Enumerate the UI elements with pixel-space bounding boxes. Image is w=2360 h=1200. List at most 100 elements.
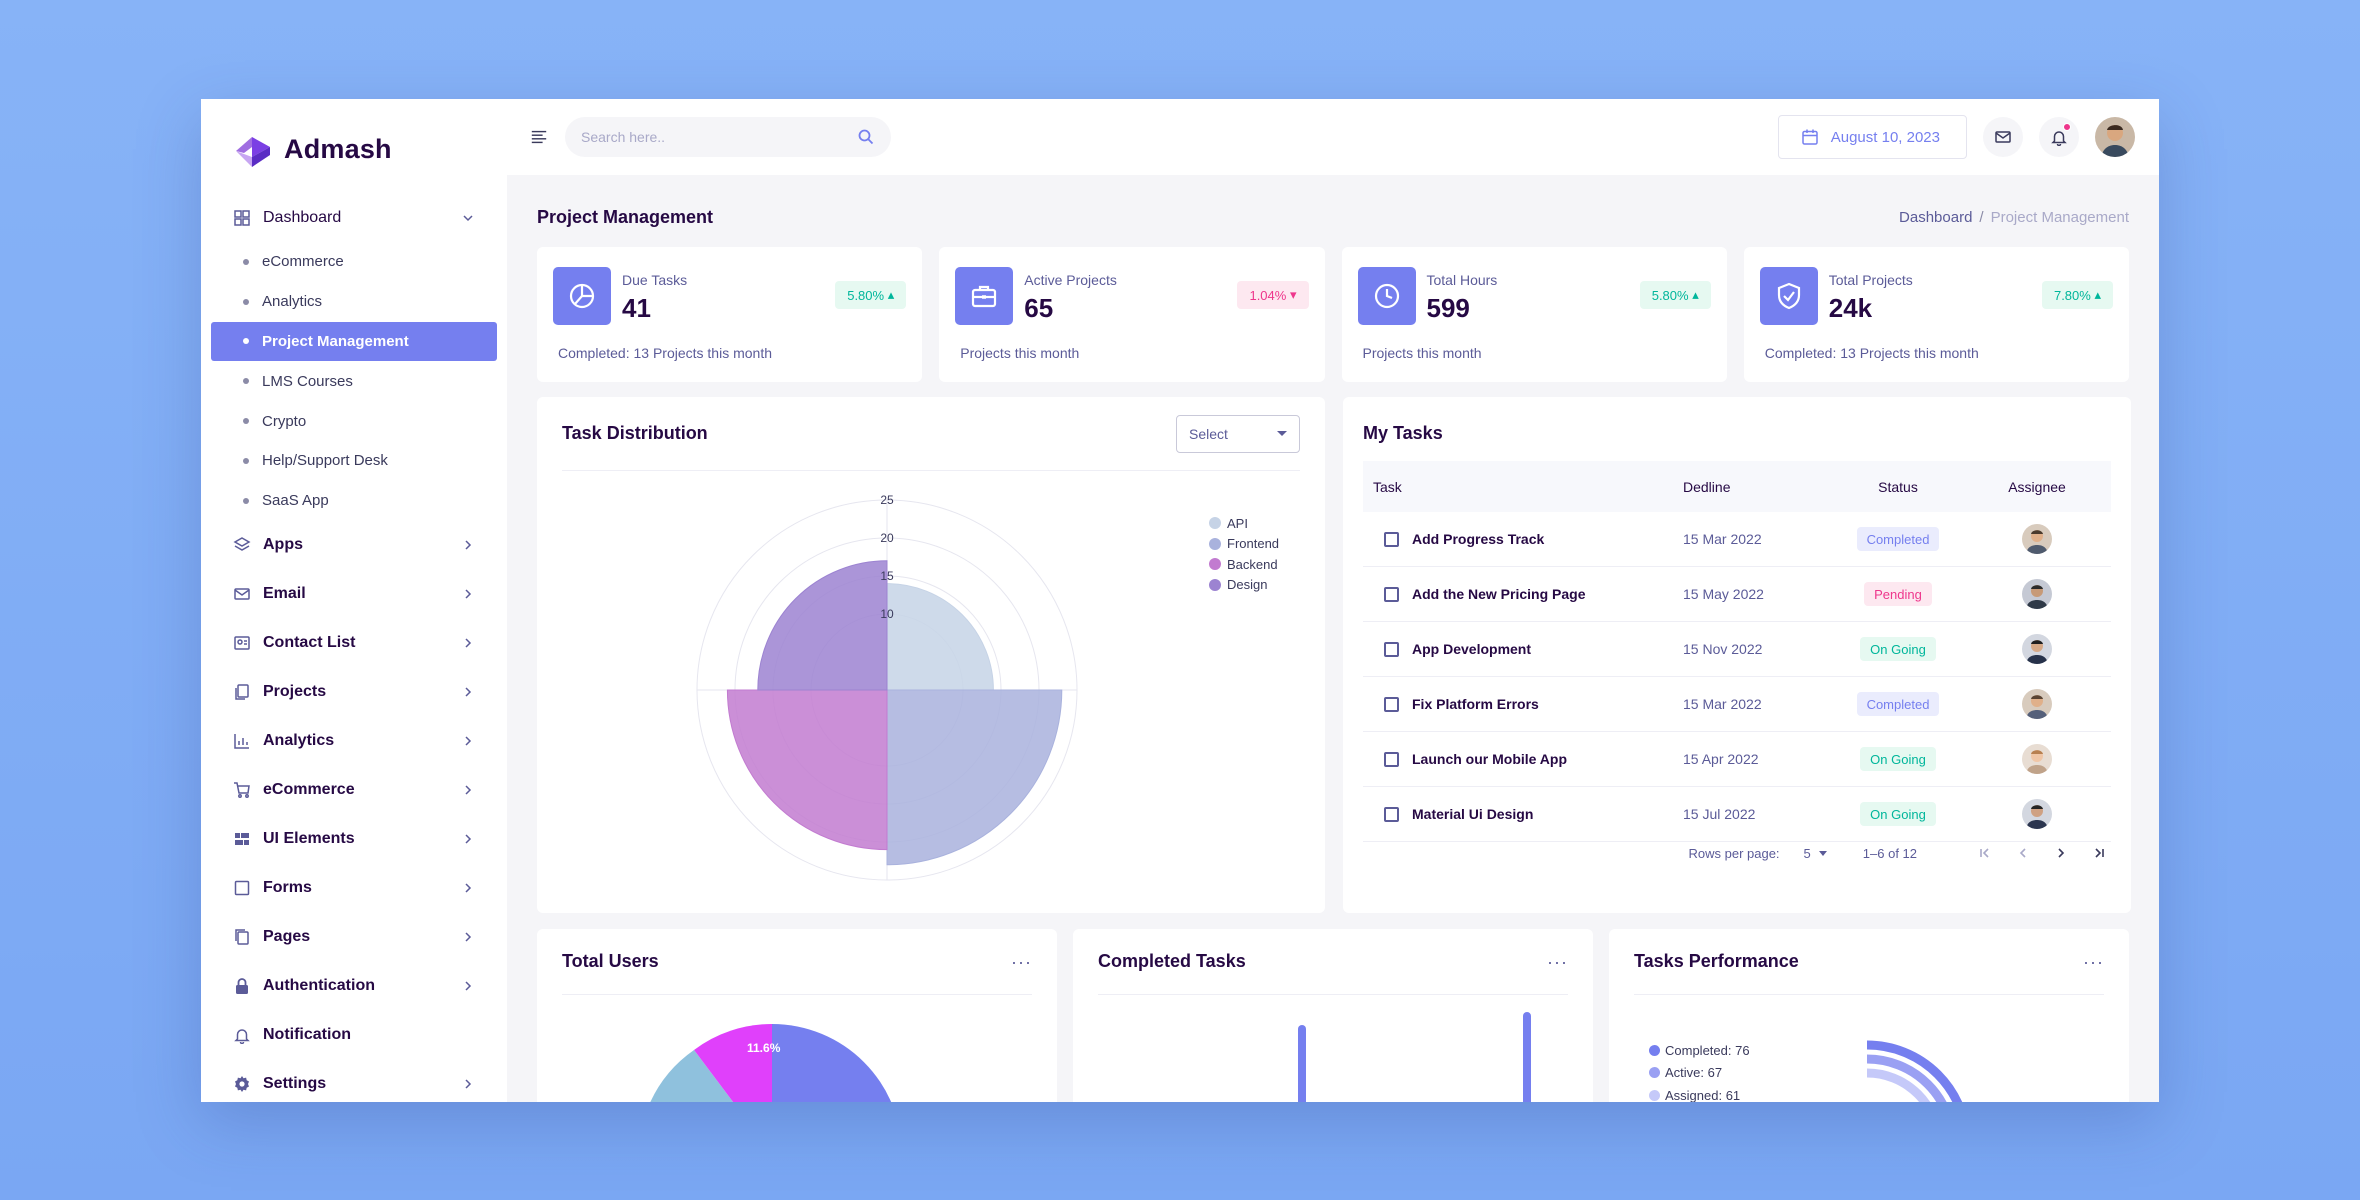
avatar[interactable]	[2022, 634, 2052, 664]
legend-item-design[interactable]: Design	[1209, 575, 1279, 596]
legend-item-backend[interactable]: Backend	[1209, 554, 1279, 575]
task-checkbox[interactable]	[1384, 531, 1399, 547]
forms-icon	[233, 879, 251, 897]
cell-assignee	[1963, 744, 2111, 774]
bullet-dot	[243, 258, 249, 265]
legend-item-assigned[interactable]: Assigned: 61	[1649, 1084, 1750, 1102]
more-options-icon[interactable]: ···	[2083, 951, 2104, 972]
avatar[interactable]	[2022, 799, 2052, 829]
sidebar-item-label: Settings	[263, 1075, 327, 1093]
search-input[interactable]	[581, 129, 857, 145]
task-checkbox[interactable]	[1384, 586, 1399, 602]
legend-item-active[interactable]: Active: 67	[1649, 1062, 1750, 1085]
stat-change-badge: 5.80% ▴	[1639, 281, 1711, 309]
sidebar-item-authentication[interactable]: Authentication	[211, 962, 497, 1011]
status-badge: On Going	[1860, 747, 1936, 771]
cell-task: Launch our Mobile App	[1363, 751, 1683, 767]
sidebar-subitem-lms-courses[interactable]: LMS Courses	[211, 361, 497, 401]
shield-check-icon	[1759, 267, 1818, 325]
notification-button[interactable]	[2039, 117, 2079, 157]
page-title: Project Management	[537, 207, 714, 227]
cell-task: Add the New Pricing Page	[1363, 586, 1683, 602]
sidebar-item-projects[interactable]: Projects	[211, 668, 497, 717]
task-checkbox[interactable]	[1384, 696, 1399, 712]
sidebar-item-contact-list[interactable]: Contact List	[211, 619, 497, 668]
next-page-icon[interactable]	[2051, 843, 2071, 863]
stat-label: Due Tasks	[622, 272, 688, 288]
breadcrumb-home[interactable]: Dashboard	[1899, 209, 1973, 226]
breadcrumb-separator: /	[1979, 209, 1984, 226]
task-checkbox[interactable]	[1384, 806, 1399, 822]
main-content: August 10, 2023 Project Management Dashb…	[507, 99, 2159, 1102]
status-badge: On Going	[1860, 637, 1936, 661]
sidebar-item-label: Notification	[263, 1026, 351, 1044]
card-header: Total Users ···	[562, 929, 1032, 995]
projects-icon	[233, 683, 251, 701]
sidebar-item-pages[interactable]: Pages	[211, 913, 497, 962]
legend-item-api[interactable]: API	[1209, 513, 1279, 534]
avatar[interactable]	[2022, 524, 2052, 554]
sidebar-item-notification[interactable]: Notification	[211, 1011, 497, 1060]
sidebar-item-email[interactable]: Email	[211, 570, 497, 619]
sidebar-item-forms[interactable]: Forms	[211, 864, 497, 913]
bullet-dot	[243, 338, 249, 345]
legend-item-completed[interactable]: Completed: 76	[1649, 1039, 1750, 1062]
page-range: 1–6 of 12	[1862, 845, 1917, 861]
sidebar-item-apps[interactable]: Apps	[211, 521, 497, 570]
bar-completed-1	[1298, 1025, 1306, 1102]
card-header: Task Distribution Select	[562, 397, 1300, 471]
cell-deadline: 15 Nov 2022	[1683, 641, 1763, 657]
sidebar-item-label: Pages	[263, 928, 311, 946]
polar-area-chart: 10 15 20 25	[677, 490, 1097, 890]
avatar[interactable]	[2022, 689, 2052, 719]
sidebar-subitem-ecommerce[interactable]: eCommerce	[211, 242, 497, 282]
legend-swatch	[1649, 1089, 1660, 1101]
avatar[interactable]	[2022, 744, 2052, 774]
pages-icon	[233, 928, 251, 946]
search-icon[interactable]	[857, 128, 875, 146]
cart-icon	[233, 781, 251, 799]
rows-per-page-label: Rows per page:	[1688, 845, 1780, 861]
prev-page-icon[interactable]	[2013, 843, 2033, 863]
cell-assignee	[1963, 524, 2111, 554]
sidebar-subitem-project-management[interactable]: Project Management	[211, 321, 497, 362]
sidebar-subitem-help-support-desk[interactable]: Help/Support Desk	[211, 441, 497, 481]
stat-change-value: 7.80%	[2053, 287, 2091, 303]
legend-swatch	[1209, 517, 1221, 530]
cell-assignee	[1963, 689, 2111, 719]
filter-select[interactable]: Select	[1176, 414, 1300, 453]
card-title: Tasks Performance	[1634, 951, 1799, 971]
rows-per-page-select[interactable]: 5	[1804, 846, 1827, 861]
sidebar-item-ecommerce[interactable]: eCommerce	[211, 766, 497, 815]
sidebar-nav: Apps Email Contact List Projects Analytics eC…	[211, 521, 497, 1102]
radial-bar-assigned	[1866, 1068, 1931, 1102]
bell-icon	[233, 1026, 251, 1045]
first-page-icon[interactable]	[1975, 843, 1995, 863]
sidebar-subitem-analytics[interactable]: Analytics	[211, 282, 497, 322]
avatar[interactable]	[2022, 579, 2052, 609]
more-options-icon[interactable]: ···	[1547, 951, 1568, 972]
table-row: Launch our Mobile App 15 Apr 2022 On Going	[1363, 732, 2111, 787]
brand-logo[interactable]: Admash	[230, 127, 497, 171]
sidebar-subitem-crypto[interactable]: Crypto	[211, 401, 497, 441]
cell-status: On Going	[1833, 747, 1963, 771]
sidebar-subitem-saas-app[interactable]: SaaS App	[211, 481, 497, 521]
more-options-icon[interactable]: ···	[1011, 951, 1032, 972]
legend-item-frontend[interactable]: Frontend	[1209, 534, 1279, 555]
sidebar-item-analytics[interactable]: Analytics	[211, 717, 497, 766]
mail-button[interactable]	[1983, 117, 2023, 157]
sidebar-item-settings[interactable]: Settings	[211, 1060, 497, 1102]
last-page-icon[interactable]	[2089, 843, 2109, 863]
chevron-right-icon	[461, 832, 475, 846]
pie-label-users: 11.6%	[747, 1041, 781, 1055]
chevron-right-icon	[461, 734, 475, 748]
chevron-down-icon	[461, 211, 475, 225]
task-checkbox[interactable]	[1384, 641, 1399, 657]
user-avatar[interactable]	[2095, 117, 2135, 157]
menu-toggle-icon[interactable]	[527, 125, 551, 149]
cell-assignee	[1963, 634, 2111, 664]
date-button[interactable]: August 10, 2023	[1777, 115, 1967, 159]
task-checkbox[interactable]	[1384, 751, 1399, 767]
sidebar-item-ui-elements[interactable]: UI Elements	[211, 815, 497, 864]
sidebar-item-dashboard[interactable]: Dashboard	[211, 193, 497, 242]
